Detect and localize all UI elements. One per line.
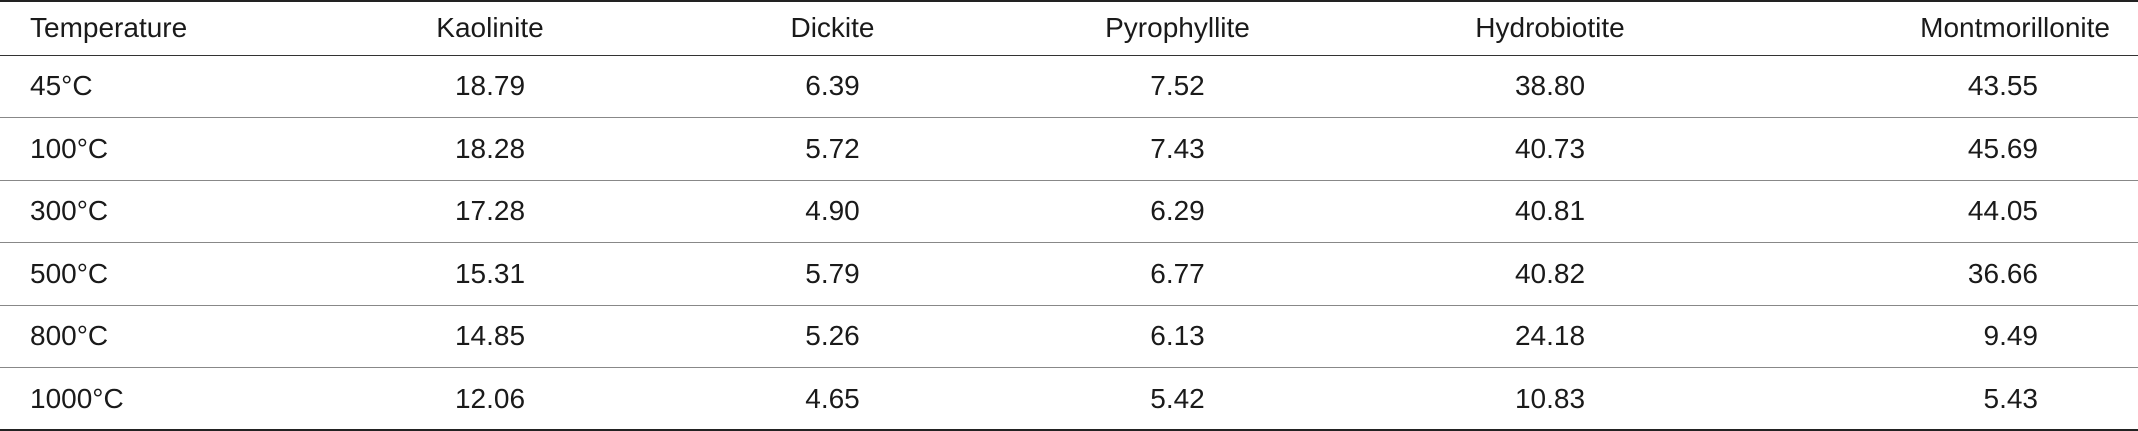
cell-dickite: 4.90 [660, 180, 1005, 243]
table-row: 300°C 17.28 4.90 6.29 40.81 44.05 [0, 180, 2138, 243]
cell-dickite: 5.79 [660, 242, 1005, 306]
cell-montmorillonite: 36.66 [1750, 242, 2138, 306]
cell-kaolinite: 18.28 [320, 117, 660, 181]
cell-kaolinite: 12.06 [320, 367, 660, 431]
header-cell-montmorillonite: Montmorillonite [1750, 0, 2138, 56]
cell-pyrophyllite: 7.52 [1005, 55, 1350, 118]
cell-hydrobiotite: 24.18 [1350, 305, 1750, 368]
table-row: 45°C 18.79 6.39 7.52 38.80 43.55 [0, 55, 2138, 118]
cell-hydrobiotite: 40.82 [1350, 242, 1750, 306]
cell-temperature: 1000°C [0, 367, 320, 431]
cell-temperature: 45°C [0, 55, 320, 118]
cell-temperature: 100°C [0, 117, 320, 181]
header-cell-pyrophyllite: Pyrophyllite [1005, 0, 1350, 56]
header-cell-hydrobiotite: Hydrobiotite [1350, 0, 1750, 56]
header-cell-dickite: Dickite [660, 0, 1005, 56]
table-row: 800°C 14.85 5.26 6.13 24.18 9.49 [0, 305, 2138, 368]
cell-hydrobiotite: 10.83 [1350, 367, 1750, 431]
table-body: 45°C 18.79 6.39 7.52 38.80 43.55 100°C 1… [0, 55, 2138, 431]
cell-hydrobiotite: 38.80 [1350, 55, 1750, 118]
cell-pyrophyllite: 5.42 [1005, 367, 1350, 431]
cell-montmorillonite: 9.49 [1750, 305, 2138, 368]
header-cell-kaolinite: Kaolinite [320, 0, 660, 56]
cell-dickite: 5.72 [660, 117, 1005, 181]
cell-hydrobiotite: 40.73 [1350, 117, 1750, 181]
cell-montmorillonite: 43.55 [1750, 55, 2138, 118]
cell-dickite: 5.26 [660, 305, 1005, 368]
cell-dickite: 4.65 [660, 367, 1005, 431]
cell-kaolinite: 15.31 [320, 242, 660, 306]
cell-hydrobiotite: 40.81 [1350, 180, 1750, 243]
header-row: Temperature Kaolinite Dickite Pyrophylli… [0, 0, 2138, 56]
cell-pyrophyllite: 6.77 [1005, 242, 1350, 306]
cell-kaolinite: 18.79 [320, 55, 660, 118]
cell-dickite: 6.39 [660, 55, 1005, 118]
table-row: 100°C 18.28 5.72 7.43 40.73 45.69 [0, 117, 2138, 181]
cell-montmorillonite: 5.43 [1750, 367, 2138, 431]
header-cell-temperature: Temperature [0, 0, 320, 56]
cell-temperature: 500°C [0, 242, 320, 306]
cell-pyrophyllite: 7.43 [1005, 117, 1350, 181]
cell-montmorillonite: 44.05 [1750, 180, 2138, 243]
cell-kaolinite: 14.85 [320, 305, 660, 368]
table-row: 1000°C 12.06 4.65 5.42 10.83 5.43 [0, 367, 2138, 431]
cell-montmorillonite: 45.69 [1750, 117, 2138, 181]
cell-temperature: 300°C [0, 180, 320, 243]
cell-pyrophyllite: 6.13 [1005, 305, 1350, 368]
cell-temperature: 800°C [0, 305, 320, 368]
table-row: 500°C 15.31 5.79 6.77 40.82 36.66 [0, 242, 2138, 306]
table-header: Temperature Kaolinite Dickite Pyrophylli… [0, 0, 2138, 56]
cell-pyrophyllite: 6.29 [1005, 180, 1350, 243]
cell-kaolinite: 17.28 [320, 180, 660, 243]
